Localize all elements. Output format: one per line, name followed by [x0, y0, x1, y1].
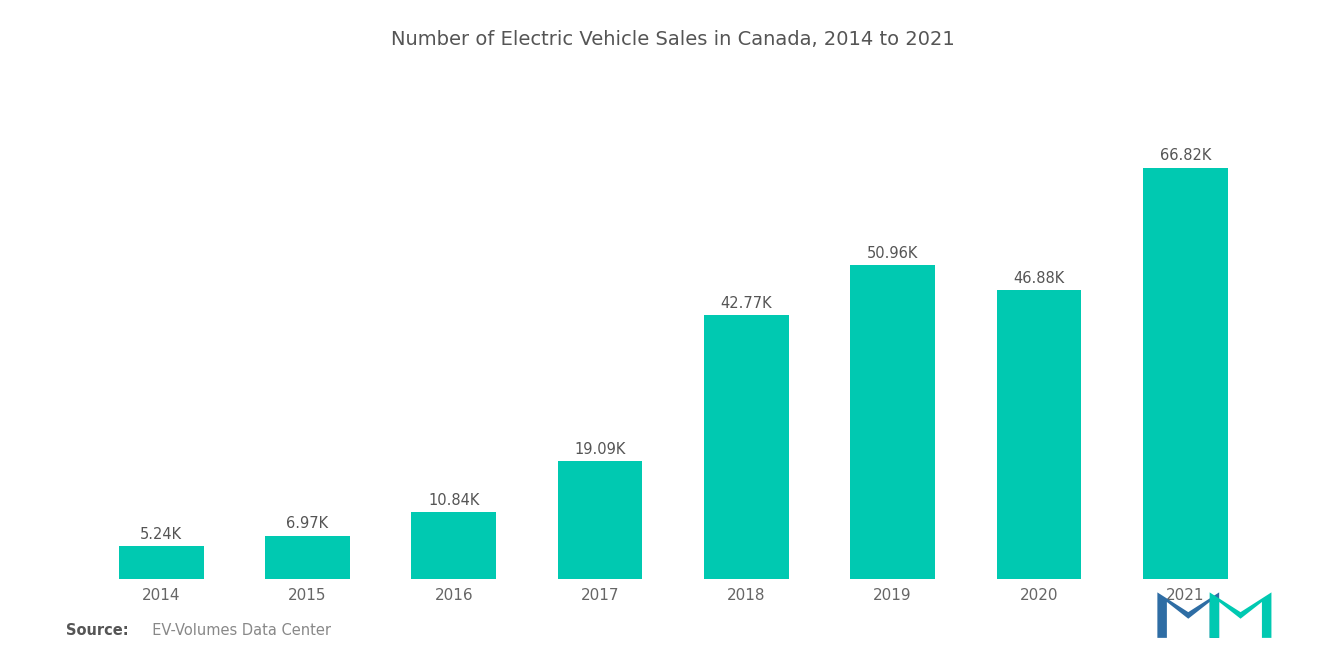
Text: 42.77K: 42.77K: [721, 296, 772, 311]
Text: 19.09K: 19.09K: [574, 442, 626, 457]
Text: 50.96K: 50.96K: [867, 246, 919, 261]
Text: 10.84K: 10.84K: [428, 493, 479, 507]
Text: 66.82K: 66.82K: [1159, 148, 1210, 163]
Bar: [412, 512, 496, 579]
Bar: [557, 461, 643, 579]
Bar: [265, 536, 350, 579]
Text: Source:: Source:: [66, 623, 128, 638]
Polygon shape: [1209, 593, 1271, 638]
Polygon shape: [1158, 593, 1220, 638]
Bar: [1143, 168, 1228, 579]
Bar: [997, 290, 1081, 579]
Text: 46.88K: 46.88K: [1014, 271, 1065, 286]
Bar: [119, 547, 203, 579]
Text: 6.97K: 6.97K: [286, 516, 329, 531]
Bar: [850, 265, 935, 579]
Text: EV-Volumes Data Center: EV-Volumes Data Center: [143, 623, 330, 638]
Title: Number of Electric Vehicle Sales in Canada, 2014 to 2021: Number of Electric Vehicle Sales in Cana…: [391, 30, 956, 49]
Text: 5.24K: 5.24K: [140, 527, 182, 542]
Bar: [704, 315, 789, 579]
